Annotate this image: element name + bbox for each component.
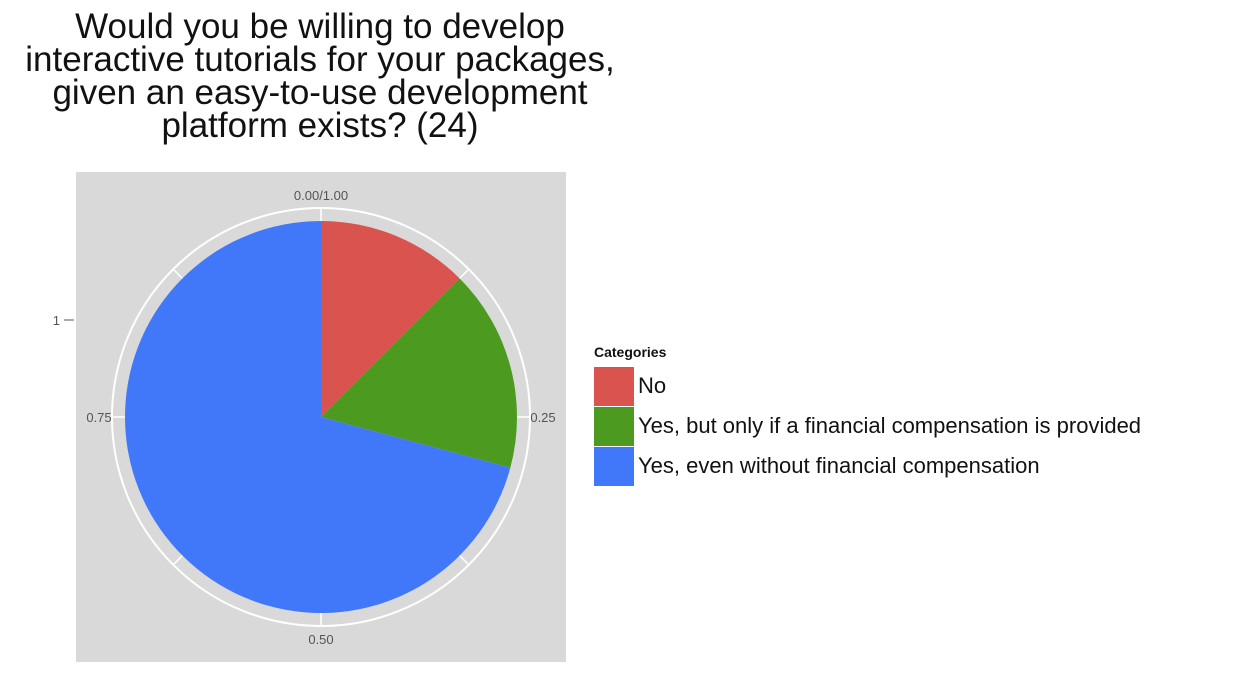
legend-title: Categories bbox=[594, 344, 667, 360]
legend-label: Yes, even without financial compensation bbox=[638, 453, 1040, 478]
grid-spoke bbox=[459, 555, 470, 566]
legend-item: No bbox=[594, 366, 1141, 406]
legend-label: No bbox=[638, 373, 667, 398]
pie-slices bbox=[124, 221, 517, 613]
pie-slice bbox=[321, 221, 460, 417]
angle-tick-label: 0.50 bbox=[308, 632, 333, 647]
legend-key bbox=[594, 406, 634, 446]
grid-spoke bbox=[172, 268, 183, 279]
y-tick-label: 1 bbox=[53, 313, 60, 328]
grid-spoke bbox=[172, 555, 183, 566]
legend-key bbox=[594, 366, 634, 406]
grid-spoke bbox=[459, 268, 470, 279]
pie-slice bbox=[321, 278, 517, 468]
legend: Categories No Yes, but only if a financia… bbox=[594, 344, 1141, 486]
polar-grid bbox=[111, 207, 531, 627]
pie-slice bbox=[124, 221, 511, 613]
legend-item: Yes, but only if a financial compensatio… bbox=[594, 406, 1141, 446]
legend-key bbox=[594, 446, 634, 486]
legend-items: No Yes, but only if a financial compensat… bbox=[594, 366, 1141, 486]
chart-title: Would you be willing to develop interact… bbox=[25, 7, 615, 145]
legend-item: Yes, even without financial compensation bbox=[594, 446, 1141, 486]
angle-tick-labels: 0.00/1.00 0.25 0.50 0.75 1 bbox=[53, 188, 556, 647]
angle-tick-label: 0.75 bbox=[86, 410, 111, 425]
angle-tick-label: 0.00/1.00 bbox=[294, 188, 348, 203]
legend-label: Yes, but only if a financial compensatio… bbox=[638, 413, 1142, 438]
angle-tick-label: 0.25 bbox=[530, 410, 555, 425]
